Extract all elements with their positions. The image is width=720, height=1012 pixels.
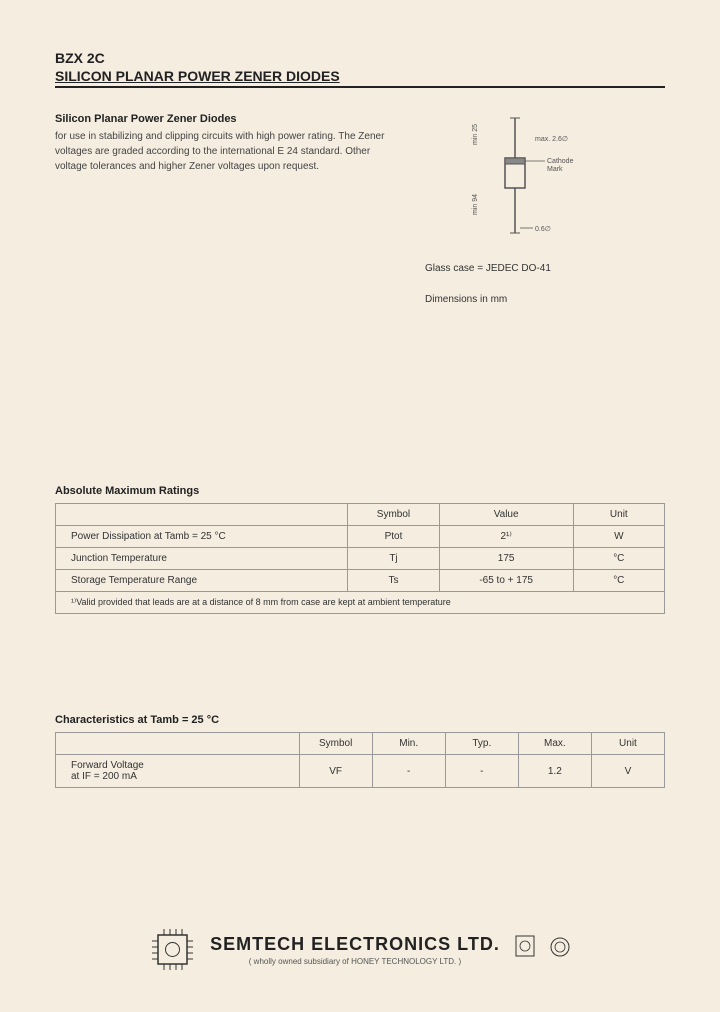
cell: Forward Voltage at IF = 200 mA: [56, 755, 300, 788]
ratings-title: Absolute Maximum Ratings: [55, 485, 665, 497]
package-column: min 25 max. 2.6∅ Cathode Mark min 94 0.6…: [425, 113, 665, 325]
company-sub: ( wholly owned subsidiary of HONEY TECHN…: [210, 957, 500, 966]
main-title: SILICON PLANAR POWER ZENER DIODES: [55, 68, 665, 88]
svg-text:min 94: min 94: [472, 194, 479, 215]
table-row: Junction Temperature Tj 175 °C: [56, 548, 665, 570]
company-block: SEMTECH ELECTRONICS LTD. ( wholly owned …: [210, 934, 500, 966]
dims-label: Dimensions in mm: [425, 294, 665, 305]
table-note-row: ¹⁾Valid provided that leads are at a dis…: [56, 592, 665, 614]
package-diagram: min 25 max. 2.6∅ Cathode Mark min 94 0.6…: [465, 113, 605, 243]
description-column: Silicon Planar Power Zener Diodes for us…: [55, 113, 405, 325]
col-unit: Unit: [573, 504, 664, 526]
cell: 1.2: [518, 755, 591, 788]
svg-text:Mark: Mark: [547, 166, 563, 173]
col-min: Min.: [372, 733, 445, 755]
table-header-row: Symbol Value Unit: [56, 504, 665, 526]
table-row: Storage Temperature Range Ts -65 to + 17…: [56, 570, 665, 592]
col-typ: Typ.: [445, 733, 518, 755]
table-row: Forward Voltage at IF = 200 mA VF - - 1.…: [56, 755, 665, 788]
svg-text:Cathode: Cathode: [547, 158, 574, 165]
col-unit: Unit: [591, 733, 664, 755]
col-param: [56, 733, 300, 755]
col-symbol: Symbol: [299, 733, 372, 755]
cell: -: [372, 755, 445, 788]
cell: V: [591, 755, 664, 788]
col-param: [56, 504, 348, 526]
table-header-row: Symbol Min. Typ. Max. Unit: [56, 733, 665, 755]
cell: 175: [439, 548, 573, 570]
cell: °C: [573, 570, 664, 592]
desc-body: for use in stabilizing and clipping circ…: [55, 129, 405, 174]
cell: -: [445, 755, 518, 788]
cell: Storage Temperature Range: [56, 570, 348, 592]
svg-text:min 25: min 25: [472, 124, 479, 145]
svg-text:0.6∅: 0.6∅: [535, 226, 551, 233]
col-max: Max.: [518, 733, 591, 755]
cell: Tj: [348, 548, 439, 570]
table-row: Power Dissipation at Tamb = 25 °C Ptot 2…: [56, 526, 665, 548]
cert-seal-icon: [550, 935, 570, 965]
case-label: Glass case = JEDEC DO-41: [425, 263, 665, 274]
datasheet-page: BZX 2C SILICON PLANAR POWER ZENER DIODES…: [0, 0, 720, 1012]
cell: VF: [299, 755, 372, 788]
col-value: Value: [439, 504, 573, 526]
cert-badge-icon: [515, 935, 535, 965]
cell: Ptot: [348, 526, 439, 548]
footer: SEMTECH ELECTRONICS LTD. ( wholly owned …: [0, 927, 720, 972]
top-section: Silicon Planar Power Zener Diodes for us…: [55, 113, 665, 325]
svg-text:max. 2.6∅: max. 2.6∅: [535, 136, 568, 143]
cell: Ts: [348, 570, 439, 592]
cell: 2¹⁾: [439, 526, 573, 548]
desc-heading: Silicon Planar Power Zener Diodes: [55, 113, 405, 125]
cell: -65 to + 175: [439, 570, 573, 592]
part-number: BZX 2C: [55, 50, 665, 66]
note-cell: ¹⁾Valid provided that leads are at a dis…: [56, 592, 665, 614]
cell: Junction Temperature: [56, 548, 348, 570]
col-symbol: Symbol: [348, 504, 439, 526]
cell: Power Dissipation at Tamb = 25 °C: [56, 526, 348, 548]
ratings-table: Symbol Value Unit Power Dissipation at T…: [55, 503, 665, 614]
cell: W: [573, 526, 664, 548]
char-table: Symbol Min. Typ. Max. Unit Forward Volta…: [55, 732, 665, 788]
char-title: Characteristics at Tamb = 25 °C: [55, 714, 665, 726]
company-name: SEMTECH ELECTRONICS LTD.: [210, 934, 500, 955]
cell: °C: [573, 548, 664, 570]
company-logo-icon: [150, 927, 195, 972]
